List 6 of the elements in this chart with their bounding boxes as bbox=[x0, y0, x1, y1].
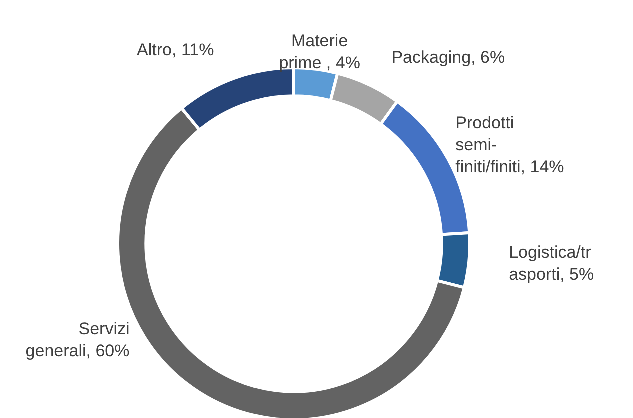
slice-label: Servizi generali, 60% bbox=[26, 320, 130, 360]
slice-label: Packaging, 6% bbox=[392, 48, 506, 68]
slice-label: Logistica/trasporti, 5% bbox=[509, 242, 594, 284]
slice-label: Prodotti semi-finiti/finiti, 14% bbox=[456, 113, 564, 176]
slice-label: Altro, 11% bbox=[137, 40, 214, 60]
slice-label: Materie prime , 4% bbox=[279, 32, 360, 72]
